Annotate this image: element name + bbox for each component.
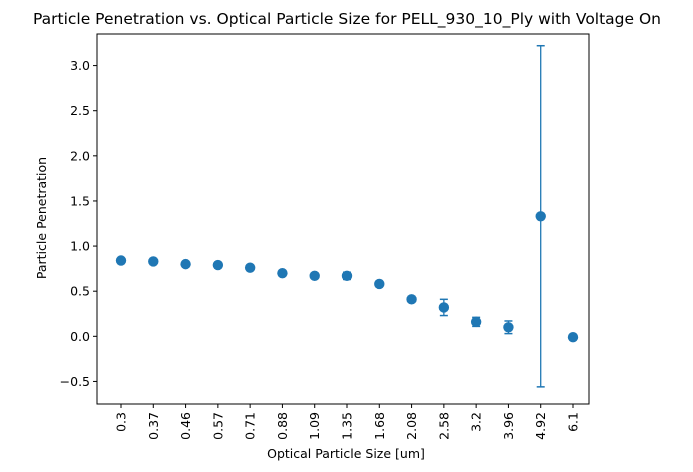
x-tick-label: 3.2 bbox=[469, 412, 484, 432]
x-tick-label: 1.35 bbox=[340, 412, 355, 440]
x-tick-label: 6.1 bbox=[566, 412, 581, 432]
x-tick-label: 0.46 bbox=[178, 412, 193, 440]
x-tick-label: 0.57 bbox=[210, 412, 225, 440]
x-axis-label: Optical Particle Size [um] bbox=[267, 446, 425, 461]
y-tick-label: 0.5 bbox=[70, 284, 90, 299]
chart-title: Particle Penetration vs. Optical Particl… bbox=[33, 10, 661, 29]
data-point bbox=[438, 302, 450, 313]
y-tick-label: 0.0 bbox=[70, 329, 90, 344]
plot-area bbox=[96, 33, 590, 405]
y-axis-label: Particle Penetration bbox=[34, 157, 49, 279]
x-tick-label: 0.3 bbox=[114, 412, 129, 432]
data-points bbox=[115, 211, 579, 343]
plot-frame bbox=[96, 33, 590, 405]
y-axis: −0.5 0.0 0.5 1.0 1.5 2.0 2.5 3.0 bbox=[60, 58, 97, 389]
data-point bbox=[148, 256, 159, 267]
data-point bbox=[503, 322, 514, 333]
x-tick-label: 1.68 bbox=[372, 412, 387, 440]
y-tick-label: 1.0 bbox=[70, 239, 90, 254]
data-point bbox=[180, 258, 191, 270]
y-tick-label: 3.0 bbox=[70, 58, 90, 73]
x-tick-label: 0.71 bbox=[243, 412, 258, 440]
data-point bbox=[535, 211, 546, 222]
x-tick-label: 1.09 bbox=[307, 412, 322, 440]
y-tick-label: 2.0 bbox=[70, 148, 90, 163]
x-tick-label: 3.96 bbox=[501, 412, 516, 440]
data-point bbox=[341, 270, 353, 282]
error-bars bbox=[117, 44, 577, 388]
data-point bbox=[277, 267, 288, 279]
x-tick-label: 2.08 bbox=[404, 412, 419, 440]
x-tick-label: 0.37 bbox=[146, 412, 161, 440]
y-tick-label: 2.5 bbox=[70, 103, 90, 118]
data-point bbox=[244, 262, 256, 273]
y-tick-label: 1.5 bbox=[70, 193, 90, 208]
x-tick-label: 0.88 bbox=[275, 412, 290, 440]
y-tick-label: −0.5 bbox=[60, 374, 90, 389]
x-axis: 0.3 0.37 0.46 0.57 0.71 0.88 1.09 1.35 1.68 2.08 2… bbox=[114, 404, 581, 440]
data-point bbox=[309, 270, 320, 282]
data-point bbox=[212, 259, 224, 271]
data-point bbox=[115, 255, 127, 266]
data-point bbox=[470, 316, 482, 328]
x-tick-label: 4.92 bbox=[533, 412, 548, 440]
data-point bbox=[567, 332, 579, 343]
data-point bbox=[374, 278, 385, 290]
data-point bbox=[406, 294, 417, 305]
x-tick-label: 2.58 bbox=[436, 412, 451, 440]
